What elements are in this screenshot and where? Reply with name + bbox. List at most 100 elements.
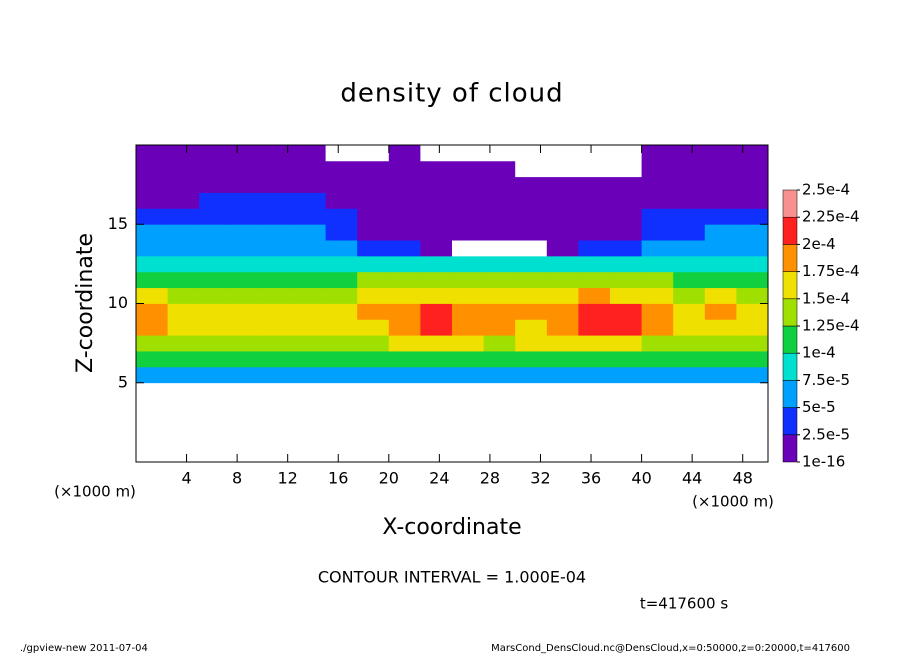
heat-cell <box>294 366 326 384</box>
heat-cell <box>736 303 769 320</box>
heat-cell <box>578 240 611 257</box>
heat-cell <box>641 319 674 336</box>
heat-cell <box>388 192 421 209</box>
heat-cell <box>483 145 516 162</box>
heat-cell <box>704 145 737 162</box>
heat-cell <box>388 366 421 384</box>
heat-cell <box>167 145 200 162</box>
heat-cell <box>546 287 579 304</box>
heat-cell <box>230 224 263 241</box>
heatmap <box>136 145 769 384</box>
heat-cell <box>641 366 674 384</box>
heat-cell <box>641 176 674 193</box>
heat-cell <box>483 208 516 225</box>
heat-cell <box>262 366 295 384</box>
heat-cell <box>452 303 484 320</box>
colorbar-label: 1e-4 <box>802 344 836 362</box>
heat-cell <box>262 176 295 193</box>
heat-cell <box>388 319 421 336</box>
heat-cell <box>294 351 326 368</box>
heat-cell <box>136 255 168 273</box>
heat-cell <box>325 319 358 336</box>
heat-cell <box>704 208 737 225</box>
heat-cell <box>452 240 484 257</box>
heat-cell <box>610 224 642 241</box>
heat-cell <box>420 271 453 289</box>
heat-cell <box>136 351 168 368</box>
heat-cell <box>294 145 326 162</box>
heat-cell <box>388 255 421 273</box>
heat-cell <box>262 145 295 162</box>
heat-cell <box>388 145 421 162</box>
heat-cell <box>578 319 611 336</box>
heat-cell <box>136 271 168 289</box>
heat-cell <box>578 176 611 193</box>
heat-cell <box>736 192 769 209</box>
heat-cell <box>578 160 611 178</box>
heat-cell <box>230 319 263 336</box>
heat-cell <box>483 176 516 193</box>
heat-cell <box>230 287 263 304</box>
heat-cell <box>357 255 390 273</box>
heat-cell <box>578 335 611 352</box>
heat-cell <box>136 287 168 304</box>
heat-cell <box>230 366 263 384</box>
heat-cell <box>578 287 611 304</box>
heat-cell <box>167 176 200 193</box>
heat-cell <box>704 351 737 368</box>
heat-cell <box>420 303 453 320</box>
heat-cell <box>641 351 674 368</box>
heat-cell <box>167 335 200 352</box>
heat-cell <box>641 287 674 304</box>
heat-cell <box>452 319 484 336</box>
heat-cell <box>294 335 326 352</box>
heat-cell <box>515 240 548 257</box>
heat-cell <box>420 335 453 352</box>
heat-cell <box>167 255 200 273</box>
x-tick-label: 28 <box>480 469 500 488</box>
x-tick-label: 16 <box>328 469 348 488</box>
heat-cell <box>736 319 769 336</box>
contour-note: CONTOUR INTERVAL = 1.000E-04 <box>318 568 586 587</box>
x-axis-label: X-coordinate <box>382 515 521 540</box>
heat-cell <box>610 351 642 368</box>
heat-cell <box>136 224 168 241</box>
heat-cell <box>610 145 642 162</box>
heat-cell <box>578 192 611 209</box>
heat-cell <box>578 303 611 320</box>
x-tick-label: 40 <box>631 469 651 488</box>
heat-cell <box>673 366 706 384</box>
heat-cell <box>673 208 706 225</box>
heat-cell <box>167 319 200 336</box>
heat-cell <box>610 271 642 289</box>
heat-cell <box>578 255 611 273</box>
heat-cell <box>546 335 579 352</box>
heat-cell <box>515 145 548 162</box>
x-tick-label: 32 <box>530 469 550 488</box>
heat-cell <box>515 351 548 368</box>
heat-cell <box>452 366 484 384</box>
heat-cell <box>546 224 579 241</box>
heat-cell <box>294 319 326 336</box>
colorbar-band <box>782 325 798 354</box>
heat-cell <box>167 366 200 384</box>
colorbar-label: 1.25e-4 <box>802 317 860 335</box>
x-tick-label: 4 <box>181 469 191 488</box>
heat-cell <box>736 240 769 257</box>
heat-cell <box>357 240 390 257</box>
heat-cell <box>546 351 579 368</box>
heat-cell <box>704 287 737 304</box>
x-tick-label: 8 <box>232 469 242 488</box>
heat-cell <box>736 366 769 384</box>
heat-cell <box>546 366 579 384</box>
heat-cell <box>515 319 548 336</box>
heat-cell <box>230 255 263 273</box>
footer-left: ./gpview-new 2011-07-04 <box>20 643 148 654</box>
heat-cell <box>262 287 295 304</box>
heat-cell <box>325 366 358 384</box>
y-tick-label: 10 <box>108 293 128 312</box>
heat-cell <box>704 303 737 320</box>
heat-cell <box>262 319 295 336</box>
heat-cell <box>578 224 611 241</box>
heat-cell <box>483 255 516 273</box>
